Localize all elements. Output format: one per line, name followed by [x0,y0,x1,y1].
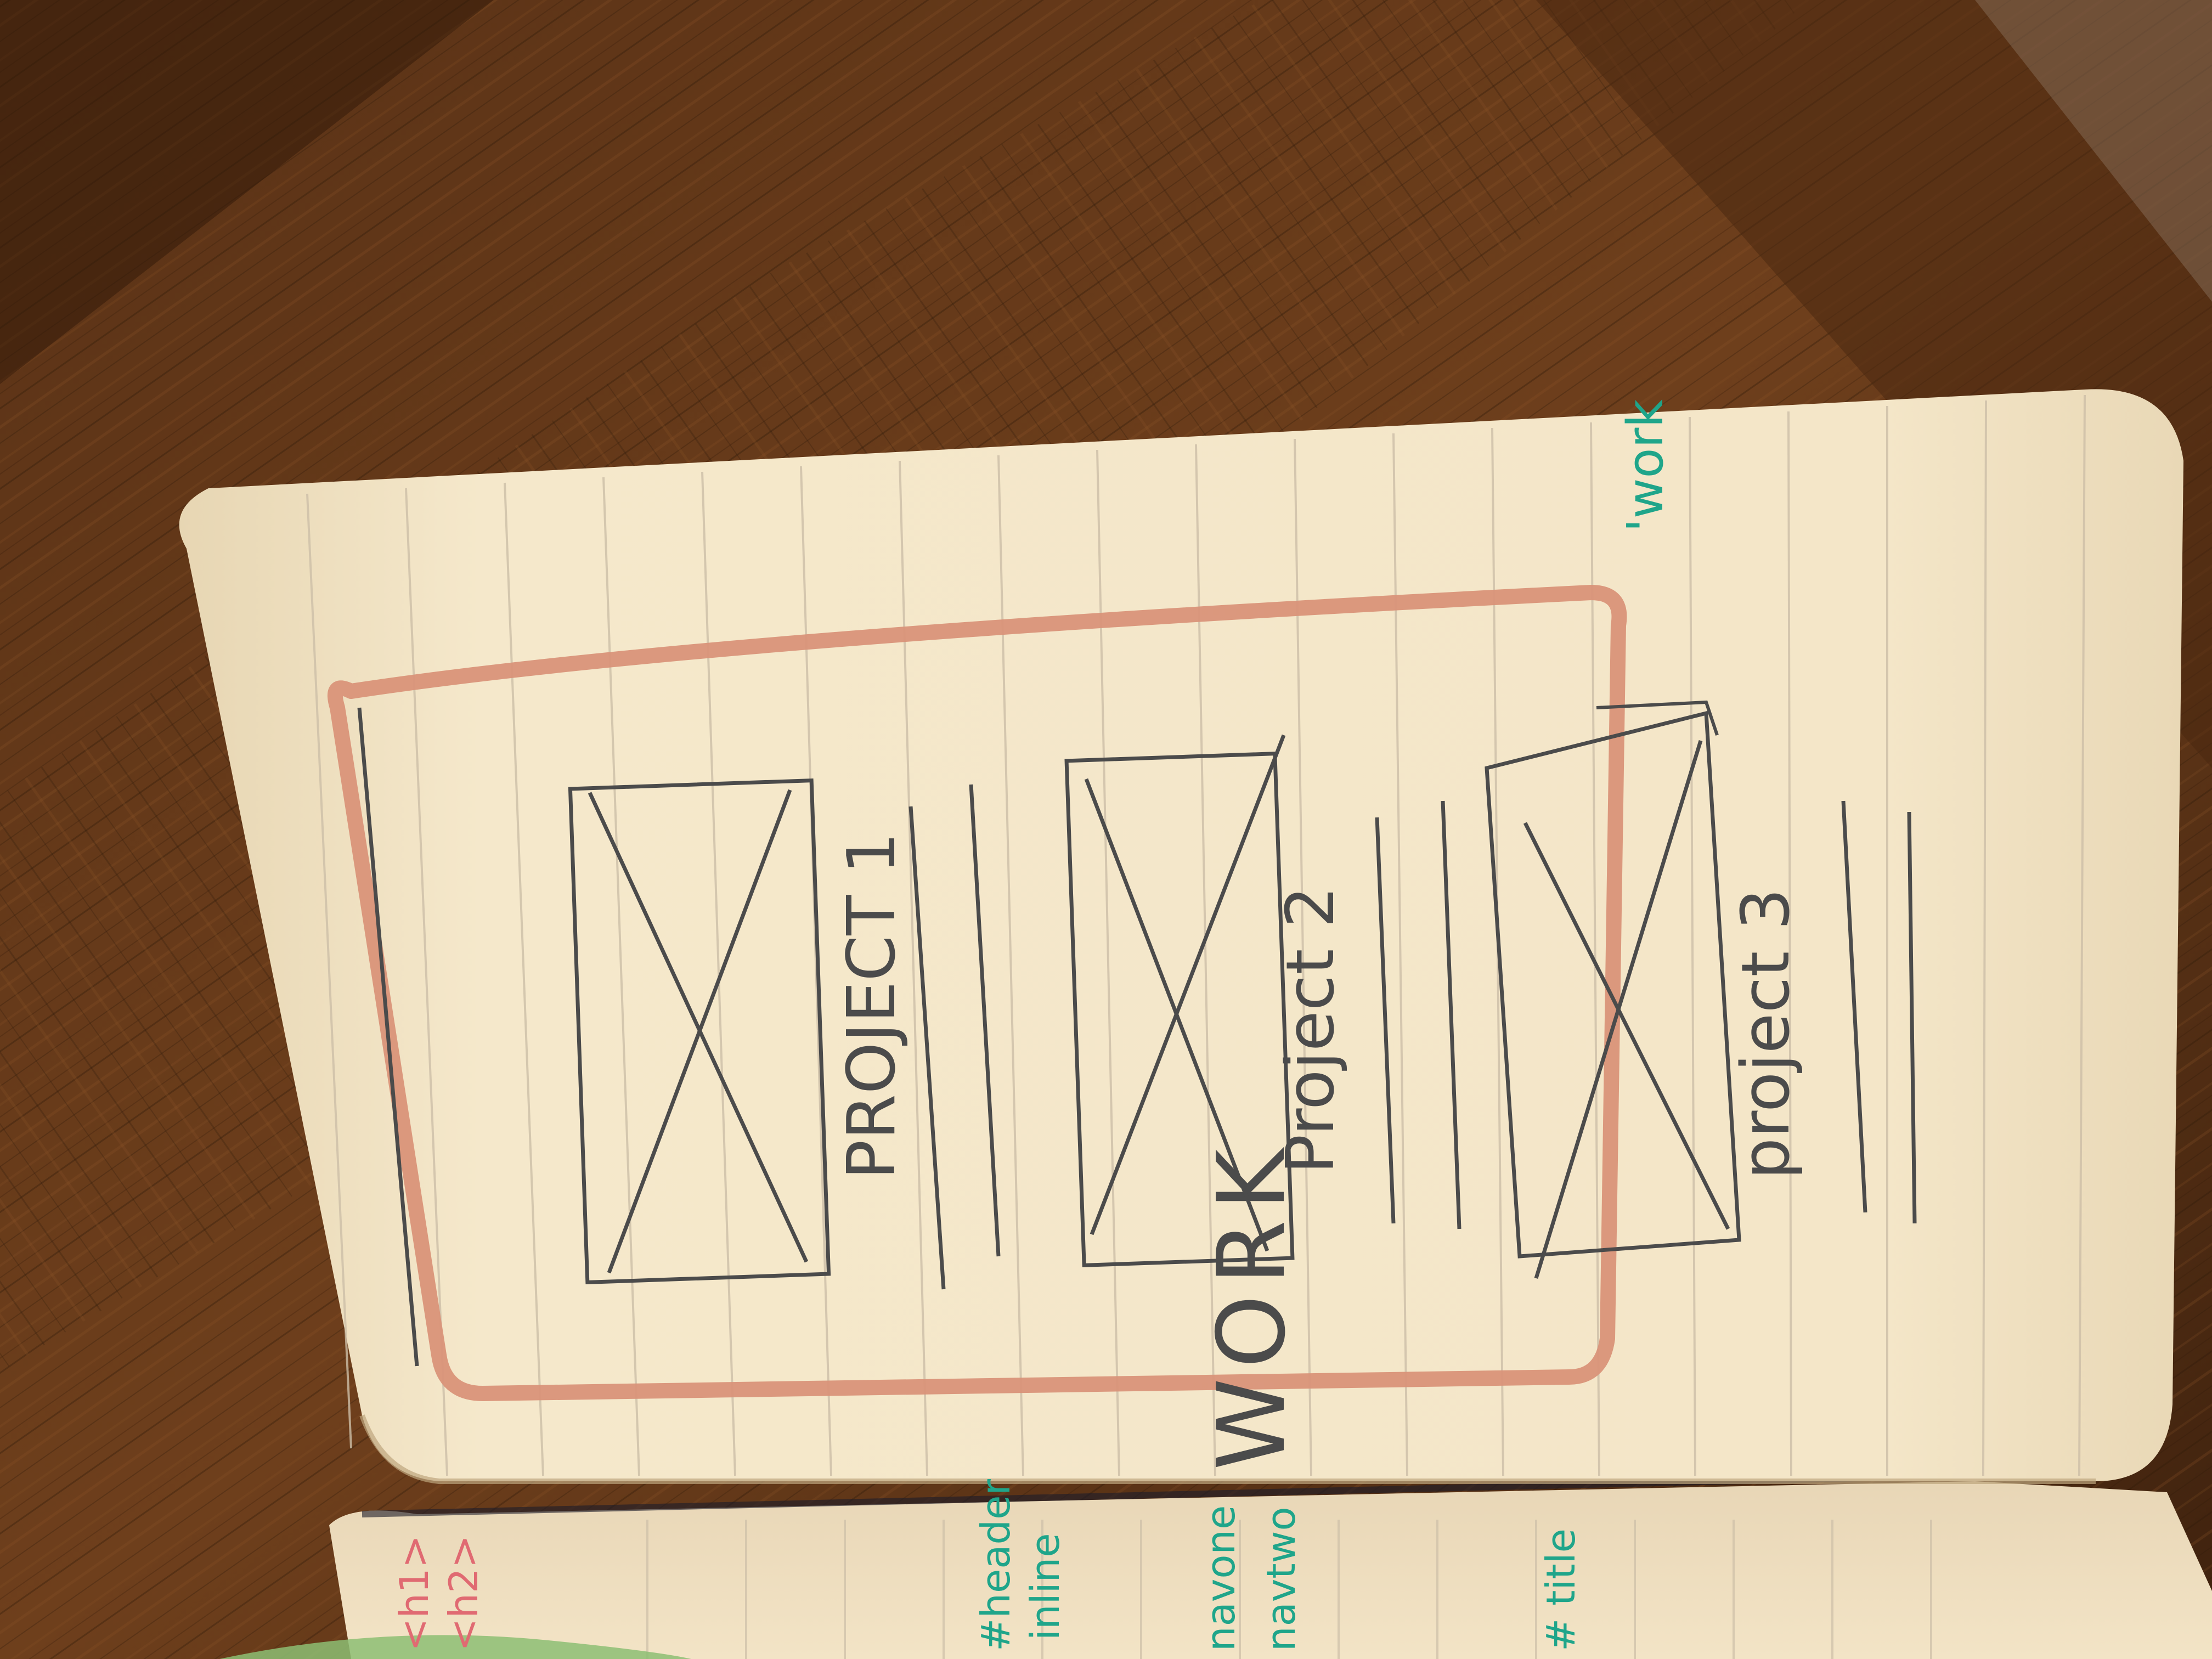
project-1: PROJECT 1 [568,778,1001,1290]
project-3-label: project 3 [1728,888,1804,1180]
project-3-text-lines [1841,800,1917,1224]
work-heading: WORK [1198,1139,1306,1471]
nav-note-2: navtwo [1258,1506,1304,1651]
left-page-rules [646,1520,1932,1659]
image-placeholder-2 [1064,734,1295,1267]
right-page [179,389,2183,1484]
header-note: #header [973,1479,1019,1651]
tag-note-1: <h1> [391,1535,437,1651]
project-2: Project 2 [1064,734,1462,1267]
left-page-notes: <h1> <h2> #header inline navone navtwo #… [391,1479,1584,1651]
project-2-label: Project 2 [1273,886,1349,1174]
green-highlight-mark [219,1635,691,1659]
project-1-label: PROJECT 1 [834,832,910,1180]
viewport-frame [328,585,1627,1401]
image-placeholder-1 [568,778,831,1285]
image-placeholder-3 [1485,710,1741,1279]
project-3: project 3 [1485,710,1917,1279]
work-annotation: 'work [1617,399,1674,532]
project-1-text-lines [909,784,1001,1290]
project-2-text-lines [1375,800,1462,1229]
title-note: # title [1538,1528,1584,1651]
header-inline-note: inline [1022,1533,1068,1640]
sketch-content: 'work WORK [1198,399,1674,1470]
tag-note-2: <h2> [441,1535,487,1651]
pencil-edge-line [357,707,419,1367]
nav-note-1: navone [1198,1505,1244,1651]
